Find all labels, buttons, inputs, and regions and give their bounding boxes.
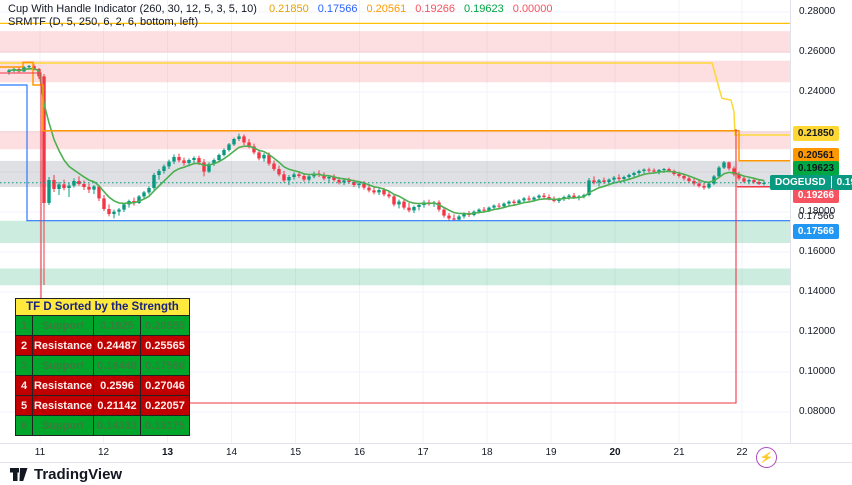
time-tick-label: 14: [225, 447, 238, 458]
sr-table-cell: Resistance: [32, 375, 94, 396]
time-tick-label: 21: [673, 447, 685, 458]
zone-resistance-5: [0, 130, 790, 150]
price-axis[interactable]: 0.280000.260000.240000.220000.200000.180…: [790, 0, 852, 443]
sr-table-cell: 0.22057: [140, 395, 190, 416]
sr-table-cell: 0.25565: [140, 335, 190, 356]
price-level-label: 0.17566: [798, 211, 835, 222]
sr-table-cell: 4: [15, 375, 33, 396]
line-yellow-resistance: [0, 62, 790, 136]
sr-table-cell: 0.16448: [93, 355, 141, 376]
sr-table-row: 6 Support 0.14333 0.15175: [15, 415, 190, 436]
indicator-values: 0.21850 0.17566 0.20561 0.19266 0.19623 0.000…: [260, 3, 553, 15]
legend-value: 0.19266: [415, 3, 455, 15]
sr-table-cell: 5: [15, 395, 33, 416]
sr-table-title: TF D Sorted by the Strength: [15, 298, 190, 316]
time-tick-label: 15: [289, 447, 302, 458]
sr-table-cell: Support: [32, 315, 94, 336]
zone-support-3: [0, 220, 790, 243]
legend-value: 0.20561: [366, 3, 407, 15]
price-badge: 0.17566: [793, 224, 839, 239]
time-tick-label: 13: [161, 447, 174, 458]
indicator-title: SRMTF (D, 5, 250, 6, 2, 6, bottom, left): [8, 16, 199, 28]
sr-table-cell: 0.14333: [93, 415, 141, 436]
time-tick-label: 19: [545, 447, 557, 458]
sr-table-row: 3 Support 0.16448 0.17566: [15, 355, 190, 376]
time-tick-label: 12: [97, 447, 110, 458]
line-orange-resistance: [0, 61, 790, 162]
time-tick-label: 18: [481, 447, 493, 458]
support-resistance-table: TF D Sorted by the Strength 1 Support 0.19…: [15, 298, 190, 436]
sr-table-row: 2 Resistance 0.24487 0.25565: [15, 335, 190, 356]
sr-table-cell: 0.24487: [93, 335, 141, 356]
sr-table-row: 5 Resistance 0.21142 0.22057: [15, 395, 190, 416]
sr-table-cell: 0.20555: [140, 315, 190, 336]
sr-table-cell: 1: [15, 315, 33, 336]
price-tick-label: 0.26000: [799, 46, 836, 57]
price-badge: 0.19266: [793, 188, 839, 203]
legend-value: 0.19623: [464, 3, 504, 15]
tradingview-logo-text: TradingView: [34, 466, 123, 483]
sr-table-cell: 0.21142: [93, 395, 141, 416]
sr-table-cell: 2: [15, 335, 33, 356]
symbol-last-price: 0.19458: [831, 175, 852, 190]
price-tick-label: 0.28000: [799, 6, 836, 17]
line-blue-support: [0, 84, 790, 222]
zone-support-1: [0, 160, 790, 187]
price-tick-label: 0.24000: [799, 86, 836, 97]
sr-table-cell: Resistance: [32, 335, 94, 356]
indicator-legend-srmtf[interactable]: SRMTF (D, 5, 250, 6, 2, 6, bottom, left): [8, 16, 198, 28]
price-tick-label: 0.14000: [799, 286, 836, 297]
sr-table-cell: 0.15175: [140, 415, 190, 436]
time-tick-label: 22: [736, 447, 748, 458]
zone-support-6: [0, 268, 790, 286]
time-axis[interactable]: 11 12 13 14 15 16 17 18 19 20 21 22: [0, 443, 852, 463]
symbol-name: DOGEUSD: [770, 175, 831, 190]
zone-resistance-4: [0, 31, 790, 53]
zone-resistance-2: [0, 60, 790, 83]
sr-table-row: 4 Resistance 0.2596 0.27046: [15, 375, 190, 396]
sr-table-cell: 3: [15, 355, 33, 376]
flash-icon: ⚡: [758, 451, 775, 465]
legend-value: 0.00000: [512, 3, 553, 15]
price-badge: 0.20561: [793, 148, 839, 163]
price-tick-label: 0.12000: [799, 326, 836, 337]
tradingview-logo-mark: [10, 468, 28, 481]
price-tick-label: 0.16000: [799, 246, 836, 257]
legend-value: 0.17566: [317, 3, 358, 15]
price-badge: 0.19623: [793, 161, 839, 176]
tradingview-logo[interactable]: TradingView: [10, 466, 122, 483]
sr-table-cell: 0.2596: [93, 375, 141, 396]
sr-table-cell: Support: [32, 415, 94, 436]
legend-value: 0.21850: [268, 3, 309, 15]
time-tick-label: 20: [609, 447, 621, 458]
sr-table-cell: 0.1925: [93, 315, 141, 336]
symbol-price-badge: DOGEUSD 0.19458: [770, 175, 852, 190]
indicator-title: Cup With Handle Indicator (260, 30, 12, …: [8, 3, 257, 15]
sr-table-row: 1 Support 0.1925 0.20555: [15, 315, 190, 336]
time-tick-label: 11: [34, 447, 46, 458]
sr-table-cell: Resistance: [32, 395, 94, 416]
price-tick-label: 0.18000: [799, 206, 836, 217]
indicator-legend-cup-handle[interactable]: Cup With Handle Indicator (260, 30, 12, …: [8, 3, 553, 15]
price-tick-label: 0.08000: [799, 406, 836, 417]
price-tick-label: 0.10000: [799, 366, 836, 377]
time-tick-label: 16: [353, 447, 366, 458]
sr-table-cell: Support: [32, 355, 94, 376]
sr-table-cell: 6: [15, 415, 33, 436]
price-badge: 0.21850: [793, 126, 839, 141]
time-tick-label: 17: [417, 447, 429, 458]
sr-table-cell: 0.27046: [140, 375, 190, 396]
sr-table-cell: 0.17566: [140, 355, 190, 376]
ma-line: [8, 67, 765, 215]
